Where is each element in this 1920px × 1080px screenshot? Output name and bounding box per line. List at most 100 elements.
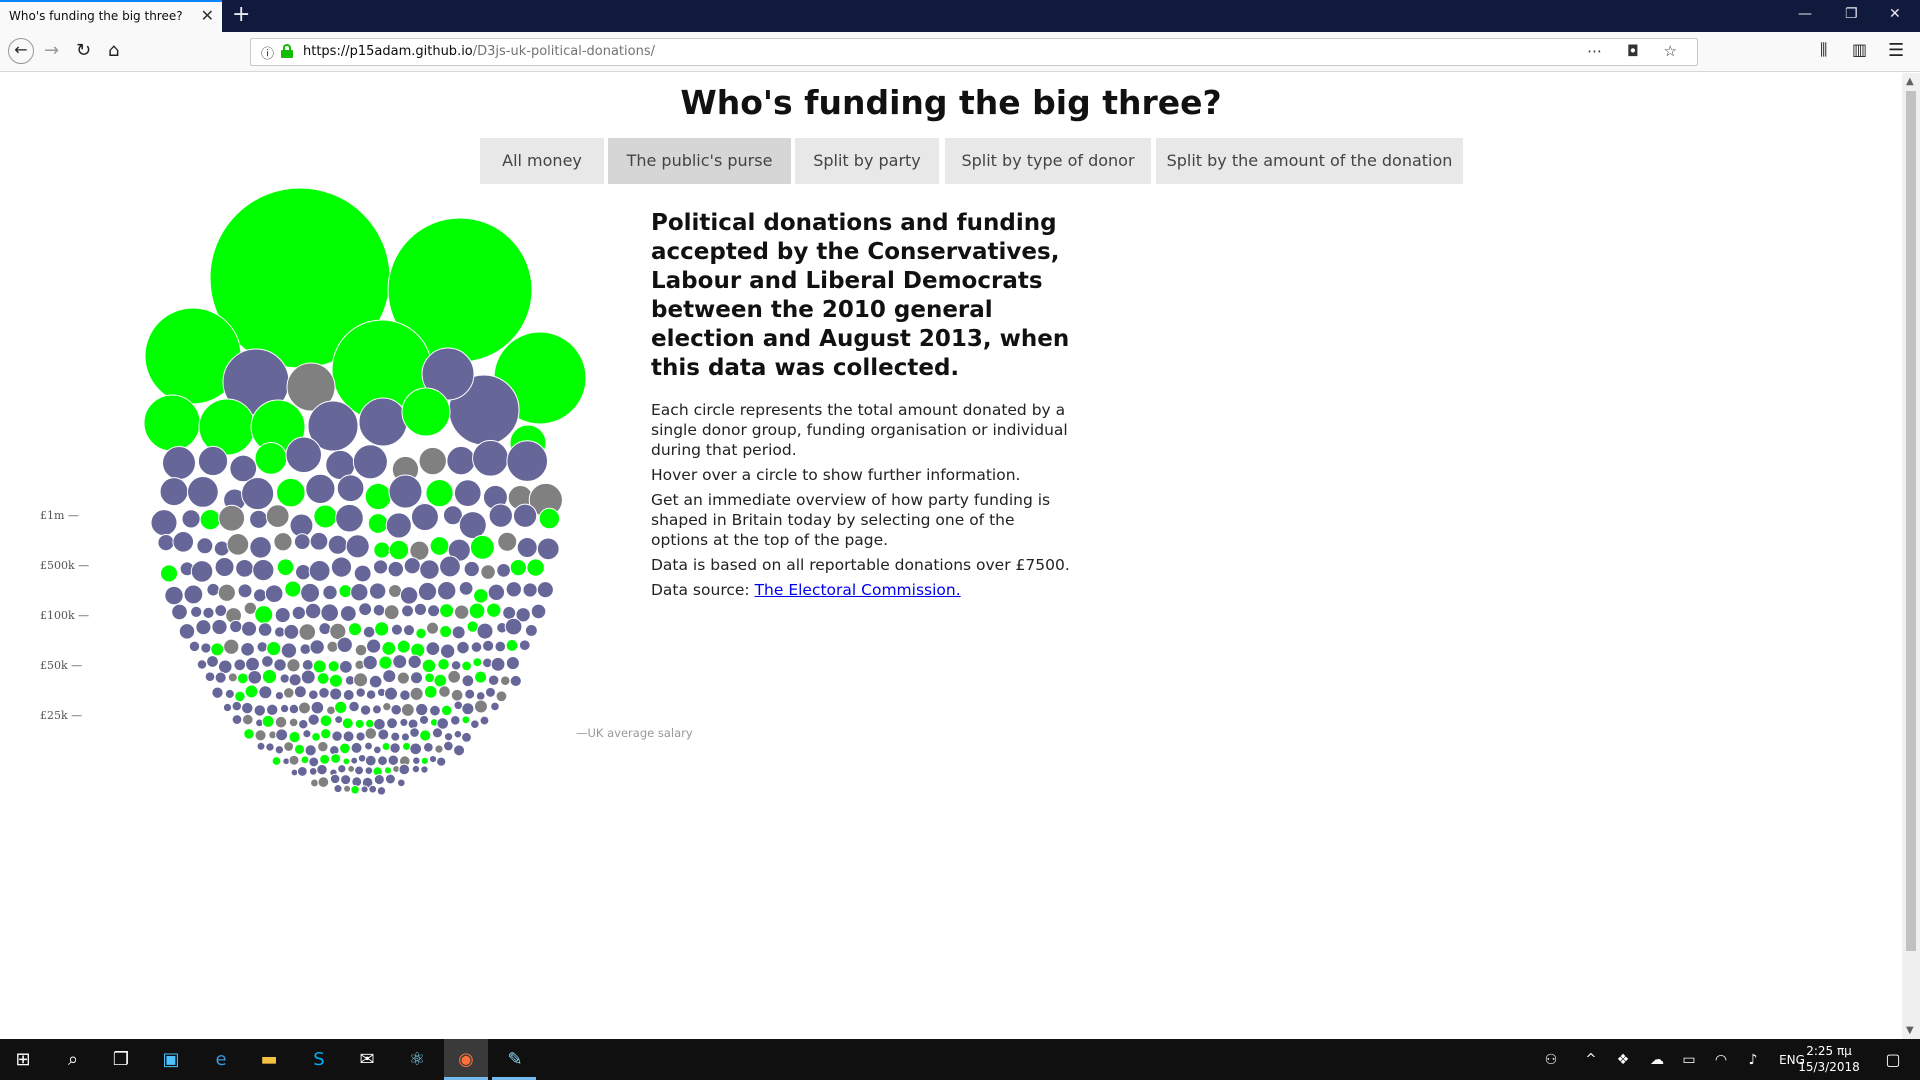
donation-bubble[interactable] bbox=[403, 557, 421, 575]
donation-bubble[interactable] bbox=[340, 774, 352, 786]
donation-bubble[interactable] bbox=[354, 765, 364, 776]
donation-bubble[interactable] bbox=[300, 669, 316, 685]
wifi-icon[interactable]: ◠ bbox=[1714, 1052, 1728, 1068]
donation-bubble[interactable] bbox=[214, 671, 227, 684]
donation-bubble[interactable] bbox=[312, 659, 327, 674]
donation-bubble[interactable] bbox=[377, 755, 388, 767]
donation-bubble[interactable] bbox=[470, 719, 480, 730]
donation-bubble[interactable] bbox=[509, 674, 522, 688]
page-scrollbar[interactable]: ▲ ▼ bbox=[1902, 73, 1920, 1039]
donation-bubble[interactable] bbox=[330, 556, 353, 578]
donation-bubble[interactable] bbox=[288, 673, 302, 687]
donation-bubble[interactable] bbox=[298, 701, 311, 715]
donation-bubble[interactable] bbox=[253, 704, 266, 717]
donation-bubble[interactable] bbox=[364, 741, 373, 751]
donation-bubble[interactable] bbox=[506, 440, 549, 482]
donation-bubble[interactable] bbox=[387, 754, 400, 766]
donation-bubble[interactable] bbox=[439, 643, 456, 659]
donation-bubble[interactable] bbox=[505, 639, 519, 652]
donation-bubble[interactable] bbox=[304, 602, 322, 620]
donation-bubble[interactable] bbox=[204, 671, 216, 683]
donation-bubble[interactable] bbox=[495, 690, 508, 703]
donation-bubble[interactable] bbox=[247, 669, 263, 685]
donation-bubble[interactable] bbox=[328, 673, 344, 688]
donation-bubble[interactable] bbox=[423, 742, 434, 753]
donation-bubble[interactable] bbox=[366, 638, 382, 654]
donation-bubble[interactable] bbox=[326, 640, 339, 653]
donation-bubble[interactable] bbox=[320, 728, 332, 740]
donation-bubble[interactable] bbox=[450, 688, 464, 702]
skype-icon[interactable]: S bbox=[313, 1049, 325, 1070]
donation-bubble[interactable] bbox=[475, 691, 486, 701]
donation-bubble[interactable] bbox=[461, 715, 471, 725]
donation-bubble[interactable] bbox=[365, 689, 377, 700]
donation-bubble[interactable] bbox=[342, 757, 351, 766]
donation-bubble[interactable] bbox=[198, 398, 256, 456]
donation-bubble[interactable] bbox=[288, 730, 301, 744]
donation-bubble[interactable] bbox=[390, 623, 403, 636]
donation-bubble[interactable] bbox=[283, 741, 295, 752]
donation-bubble[interactable] bbox=[364, 727, 378, 740]
donation-bubble[interactable] bbox=[224, 688, 235, 699]
donation-bubble[interactable] bbox=[449, 714, 461, 726]
donation-bubble[interactable] bbox=[419, 729, 432, 742]
donation-bubble[interactable] bbox=[390, 703, 403, 716]
donation-bubble[interactable] bbox=[327, 534, 348, 555]
donation-bubble[interactable] bbox=[214, 604, 228, 617]
donation-bubble[interactable] bbox=[217, 659, 233, 674]
donation-bubble[interactable] bbox=[461, 731, 472, 743]
language-indicator[interactable]: ENG bbox=[1779, 1053, 1805, 1067]
mail-icon[interactable]: ✉ bbox=[359, 1049, 375, 1070]
donation-bubble[interactable] bbox=[364, 766, 374, 776]
donation-bubble[interactable] bbox=[412, 756, 421, 765]
donation-bubble[interactable] bbox=[371, 704, 382, 715]
donation-bubble[interactable] bbox=[214, 557, 235, 578]
donation-bubble[interactable] bbox=[308, 756, 320, 768]
donation-bubble[interactable] bbox=[526, 558, 545, 577]
donation-bubble[interactable] bbox=[367, 513, 389, 534]
donation-bubble[interactable] bbox=[424, 672, 435, 684]
donation-bubble[interactable] bbox=[381, 640, 397, 656]
donation-bubble[interactable] bbox=[256, 741, 266, 751]
donation-bubble[interactable] bbox=[401, 604, 414, 618]
donation-bubble[interactable] bbox=[243, 728, 255, 740]
donation-bubble[interactable] bbox=[464, 688, 476, 700]
reload-icon[interactable]: ↻ bbox=[76, 40, 92, 61]
donation-bubble[interactable] bbox=[266, 703, 279, 716]
donation-bubble[interactable] bbox=[362, 654, 378, 671]
donation-bubble[interactable] bbox=[476, 622, 494, 640]
donation-bubble[interactable] bbox=[389, 742, 401, 754]
donation-bubble[interactable] bbox=[504, 617, 523, 636]
donation-bubble[interactable] bbox=[280, 642, 298, 659]
donation-bubble[interactable] bbox=[413, 602, 428, 616]
donation-bubble[interactable] bbox=[437, 657, 450, 671]
donation-bubble[interactable] bbox=[350, 785, 360, 795]
donation-bubble[interactable] bbox=[300, 755, 310, 765]
donation-bubble[interactable] bbox=[381, 742, 391, 752]
donation-bubble[interactable] bbox=[279, 673, 290, 684]
new-tab-icon[interactable]: + bbox=[232, 2, 251, 27]
donation-bubble[interactable] bbox=[487, 583, 506, 602]
donation-bubble[interactable] bbox=[399, 689, 411, 702]
donation-bubble[interactable] bbox=[409, 671, 424, 685]
donation-bubble[interactable] bbox=[308, 559, 331, 582]
close-tab-icon[interactable]: ✕ bbox=[200, 6, 214, 25]
donation-bubble[interactable] bbox=[249, 536, 272, 559]
donation-bubble[interactable] bbox=[183, 584, 204, 605]
donation-bubble[interactable] bbox=[368, 582, 387, 600]
electoral-commission-link[interactable]: The Electoral Commission. bbox=[754, 581, 961, 599]
donation-bubble[interactable] bbox=[347, 764, 356, 773]
donation-bubble[interactable] bbox=[235, 558, 254, 578]
donation-bubble[interactable] bbox=[463, 560, 480, 578]
donation-bubble[interactable] bbox=[257, 622, 273, 637]
donation-bubble[interactable] bbox=[339, 742, 351, 755]
scrollbar-thumb[interactable] bbox=[1906, 91, 1916, 951]
donation-bubble[interactable] bbox=[350, 583, 369, 602]
donation-bubble[interactable] bbox=[261, 655, 274, 668]
firefox-icon[interactable]: ◉ bbox=[458, 1049, 474, 1070]
donation-bubble[interactable] bbox=[195, 619, 212, 636]
donation-bubble[interactable] bbox=[383, 686, 398, 701]
donation-bubble[interactable] bbox=[244, 684, 259, 699]
restore-icon[interactable]: ❐ bbox=[1845, 6, 1858, 22]
donation-bubble[interactable] bbox=[411, 764, 421, 774]
